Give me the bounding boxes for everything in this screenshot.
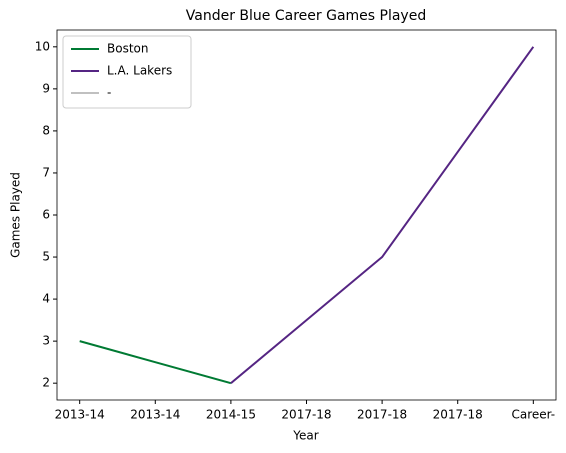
y-tick-label: 3 xyxy=(42,334,50,348)
x-tick-label: Career- xyxy=(511,408,555,422)
legend-box xyxy=(62,35,192,109)
y-tick-label: 8 xyxy=(42,123,50,137)
x-tick-label: 2013-14 xyxy=(130,408,180,422)
y-tick-label: 7 xyxy=(42,165,50,179)
legend-label: Boston xyxy=(107,42,148,56)
y-tick-label: 6 xyxy=(42,208,50,222)
x-tick-label: 2017-18 xyxy=(281,408,331,422)
x-tick-label: 2013-14 xyxy=(55,408,105,422)
chart-title: Vander Blue Career Games Played xyxy=(186,8,426,24)
legend-label: L.A. Lakers xyxy=(107,64,172,78)
legend: Boston L.A. Lakers - xyxy=(62,35,192,109)
legend-label: - xyxy=(107,86,111,100)
x-axis-label: Year xyxy=(292,429,318,443)
y-tick-label: 4 xyxy=(42,292,50,306)
y-tick-label: 10 xyxy=(35,39,50,53)
y-axis-label: Games Played xyxy=(9,172,23,258)
y-tick-label: 5 xyxy=(42,250,50,264)
y-tick-label: 9 xyxy=(42,81,50,95)
y-tick-label: 2 xyxy=(42,376,50,390)
x-tick-label: 2014-15 xyxy=(206,408,256,422)
x-tick-label: 2017-18 xyxy=(357,408,407,422)
x-tick-label: 2017-18 xyxy=(433,408,483,422)
plot-frame xyxy=(56,29,557,401)
series-line xyxy=(230,46,535,384)
series-line xyxy=(79,340,232,385)
